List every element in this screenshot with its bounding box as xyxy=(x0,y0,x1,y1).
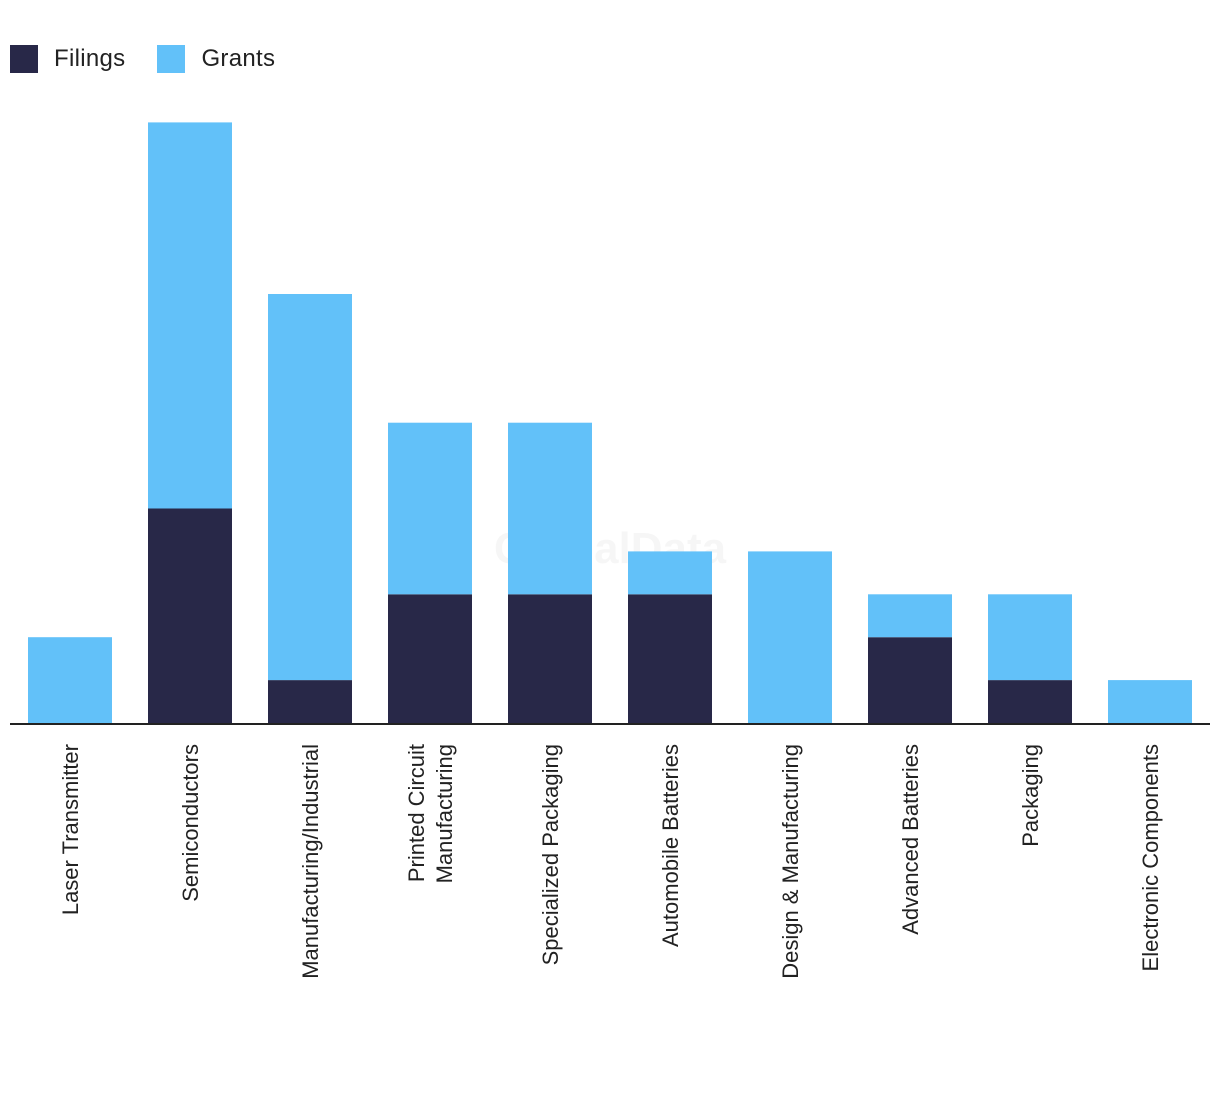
category-label-electronic-components: Electronic Components xyxy=(1138,744,1163,971)
category-label-specialized-packaging: Specialized Packaging xyxy=(538,744,563,965)
legend-swatch-grants xyxy=(157,45,186,73)
bar-grants-advanced-batteries[interactable] xyxy=(868,594,952,638)
legend-label-grants: Grants xyxy=(201,45,276,72)
bar-filings-packaging[interactable] xyxy=(988,680,1072,723)
category-label-advanced-batteries: Advanced Batteries xyxy=(898,744,923,935)
bar-grants-printed-circuit-manufacturing[interactable] xyxy=(388,422,472,595)
category-label-packaging: Packaging xyxy=(1018,744,1043,847)
bar-grants-specialized-packaging[interactable] xyxy=(508,422,592,595)
category-label-manufacturing-industrial: Manufacturing/Industrial xyxy=(298,744,323,979)
category-labels-group: Laser Transmitter Semiconductors Manufactu… xyxy=(58,744,1163,979)
bar-grants-manufacturing-industrial[interactable] xyxy=(268,294,352,681)
category-label-design-manufacturing: Design & Manufacturing xyxy=(778,744,803,979)
category-label-printed-circuit-manufacturing: Printed Circuit Manufacturing xyxy=(404,744,457,883)
legend-swatch-filings xyxy=(10,45,38,73)
category-label-laser-transmitter: Laser Transmitter xyxy=(58,744,83,915)
legend-label-filings: Filings xyxy=(54,45,126,72)
bar-filings-semiconductors[interactable] xyxy=(148,508,232,724)
legend: Filings Grants xyxy=(10,44,307,74)
bar-grants-automobile-batteries[interactable] xyxy=(628,551,712,595)
bar-filings-manufacturing-industrial[interactable] xyxy=(268,680,352,723)
legend-item-filings[interactable]: Filings xyxy=(10,45,125,73)
legend-item-grants[interactable]: Grants xyxy=(157,45,275,73)
category-label-automobile-batteries: Automobile Batteries xyxy=(658,744,683,947)
bar-filings-specialized-packaging[interactable] xyxy=(508,594,592,723)
bar-filings-advanced-batteries[interactable] xyxy=(868,637,952,723)
bar-grants-electronic-components[interactable] xyxy=(1108,680,1192,723)
bar-filings-automobile-batteries[interactable] xyxy=(628,594,712,723)
bar-filings-printed-circuit-manufacturing[interactable] xyxy=(388,594,472,723)
bars-group xyxy=(28,122,1192,723)
bar-grants-packaging[interactable] xyxy=(988,594,1072,681)
bar-grants-semiconductors[interactable] xyxy=(148,122,232,509)
category-label-semiconductors: Semiconductors xyxy=(178,744,203,902)
bar-grants-design-manufacturing[interactable] xyxy=(748,551,832,723)
bar-grants-laser-transmitter[interactable] xyxy=(28,637,112,723)
